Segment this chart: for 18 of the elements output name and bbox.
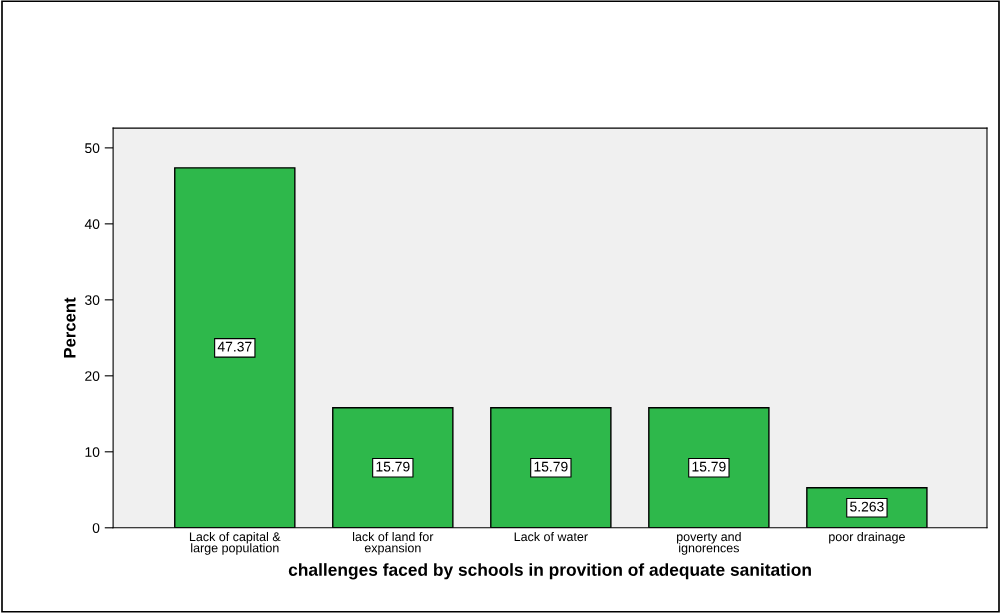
x-tick-label: poor drainage xyxy=(829,531,905,544)
x-tick-label: Lack of capital & large population xyxy=(189,531,281,555)
y-tick-label: 40 xyxy=(84,219,100,230)
x-tick-label: Lack of water xyxy=(514,531,588,542)
x-axis-title: challenges faced by schools in provition of adequate sanitation xyxy=(288,563,811,580)
x-tick-label: poverty and ignorences xyxy=(677,531,741,555)
x-tick-label: lack of land for expansion xyxy=(353,531,434,555)
data-label: 15.79 xyxy=(692,461,726,472)
data-label: 47.37 xyxy=(217,341,252,352)
data-label: 15.79 xyxy=(376,461,410,472)
y-tick-label: 30 xyxy=(85,295,100,306)
y-tick-label: 0 xyxy=(92,523,100,533)
y-axis-title: Percent xyxy=(63,297,76,358)
y-tick-label: 10 xyxy=(85,447,100,457)
data-label: 5.263 xyxy=(850,501,884,512)
y-tick-label: 50 xyxy=(85,143,100,154)
data-label: 15.79 xyxy=(534,461,568,472)
y-tick-label: 20 xyxy=(85,371,100,381)
